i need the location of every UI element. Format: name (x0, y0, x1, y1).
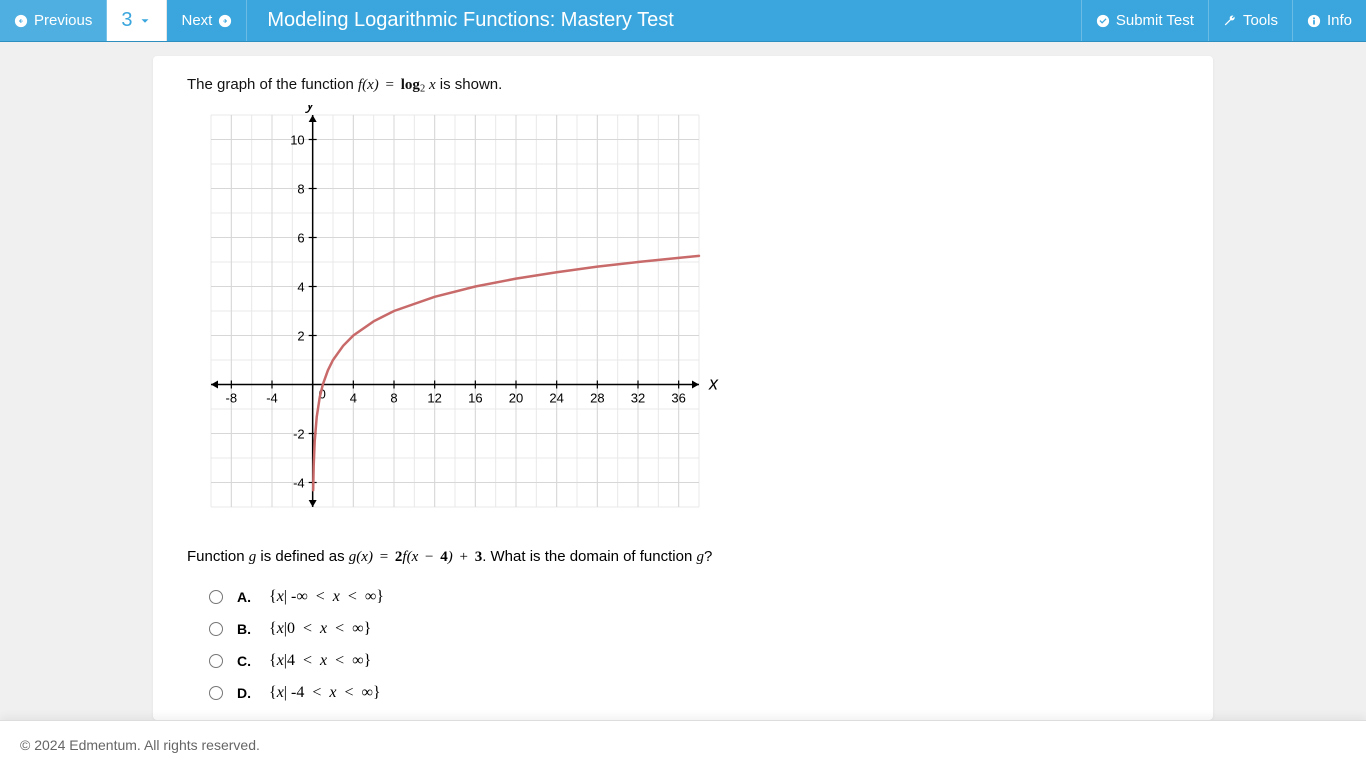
svg-text:-2: -2 (293, 426, 305, 441)
info-label: Info (1327, 12, 1352, 29)
intro-suffix: is shown. (440, 76, 503, 93)
footer: © 2024 Edmentum. All rights reserved. (0, 720, 1366, 768)
info-button[interactable]: Info (1292, 0, 1366, 41)
choice-letter: B. (237, 621, 255, 637)
next-label: Next (181, 12, 212, 29)
arrow-left-icon (14, 14, 28, 28)
svg-text:-4: -4 (293, 475, 305, 490)
choice-text: {x| -∞ < x < ∞} (269, 588, 384, 606)
svg-text:4: 4 (297, 279, 304, 294)
svg-text:x: x (708, 373, 719, 393)
svg-text:y: y (304, 105, 316, 113)
svg-text:12: 12 (427, 390, 441, 405)
choice-a-radio[interactable] (209, 590, 223, 604)
question-number: 3 (121, 9, 132, 32)
choice-d[interactable]: D. {x| -4 < x < ∞} (209, 684, 1179, 702)
question-definition: Function g is defined as g(x) = 2f(x − 4… (187, 548, 1179, 566)
choice-d-radio[interactable] (209, 686, 223, 700)
choice-c[interactable]: C. {x|4 < x < ∞} (209, 652, 1179, 670)
svg-text:10: 10 (290, 132, 304, 147)
choice-c-radio[interactable] (209, 654, 223, 668)
app-header: Previous 3 Next Modeling Logarithmic Fun… (0, 0, 1366, 42)
choice-text: {x| -4 < x < ∞} (269, 684, 381, 702)
question-card: The graph of the function f(x) = log2 x … (153, 56, 1213, 720)
info-icon (1307, 14, 1321, 28)
definition-math: g(x) = 2f(x − 4) + 3 (349, 549, 482, 565)
svg-text:8: 8 (390, 390, 397, 405)
choice-letter: C. (237, 653, 255, 669)
submit-label: Submit Test (1116, 12, 1194, 29)
choice-b-radio[interactable] (209, 622, 223, 636)
choice-a[interactable]: A. {x| -∞ < x < ∞} (209, 588, 1179, 606)
wrench-icon (1223, 14, 1237, 28)
next-button[interactable]: Next (167, 0, 247, 41)
arrow-right-icon (218, 14, 232, 28)
copyright: © 2024 Edmentum. All rights reserved. (20, 737, 260, 753)
previous-label: Previous (34, 12, 92, 29)
question-intro: The graph of the function f(x) = log2 x … (187, 76, 1179, 95)
intro-prefix: The graph of the function (187, 76, 358, 93)
svg-text:-4: -4 (266, 390, 278, 405)
content-area: The graph of the function f(x) = log2 x … (0, 42, 1366, 720)
choice-text: {x|0 < x < ∞} (269, 620, 371, 638)
tools-button[interactable]: Tools (1208, 0, 1292, 41)
svg-text:28: 28 (590, 390, 604, 405)
svg-text:8: 8 (297, 181, 304, 196)
tools-label: Tools (1243, 12, 1278, 29)
choice-letter: A. (237, 589, 255, 605)
svg-text:32: 32 (631, 390, 645, 405)
svg-text:20: 20 (509, 390, 523, 405)
svg-text:4: 4 (350, 390, 357, 405)
graph-container: -8-44812162024283236-4-22468100xy (193, 105, 1179, 530)
previous-button[interactable]: Previous (0, 0, 107, 41)
choices-list: A. {x| -∞ < x < ∞} B. {x|0 < x < ∞} C. {… (187, 588, 1179, 702)
page-title: Modeling Logarithmic Functions: Mastery … (247, 0, 1081, 41)
choice-b[interactable]: B. {x|0 < x < ∞} (209, 620, 1179, 638)
submit-test-button[interactable]: Submit Test (1081, 0, 1208, 41)
chevron-down-icon (138, 14, 152, 28)
choice-text: {x|4 < x < ∞} (269, 652, 371, 670)
question-number-selector[interactable]: 3 (107, 0, 167, 41)
svg-text:6: 6 (297, 230, 304, 245)
check-circle-icon (1096, 14, 1110, 28)
svg-text:36: 36 (671, 390, 685, 405)
svg-text:2: 2 (297, 328, 304, 343)
log-graph: -8-44812162024283236-4-22468100xy (193, 105, 723, 525)
intro-math: f(x) = log2 x (358, 77, 436, 93)
svg-text:-8: -8 (226, 390, 238, 405)
svg-text:16: 16 (468, 390, 482, 405)
svg-text:24: 24 (549, 390, 563, 405)
header-right: Submit Test Tools Info (1081, 0, 1366, 41)
choice-letter: D. (237, 685, 255, 701)
